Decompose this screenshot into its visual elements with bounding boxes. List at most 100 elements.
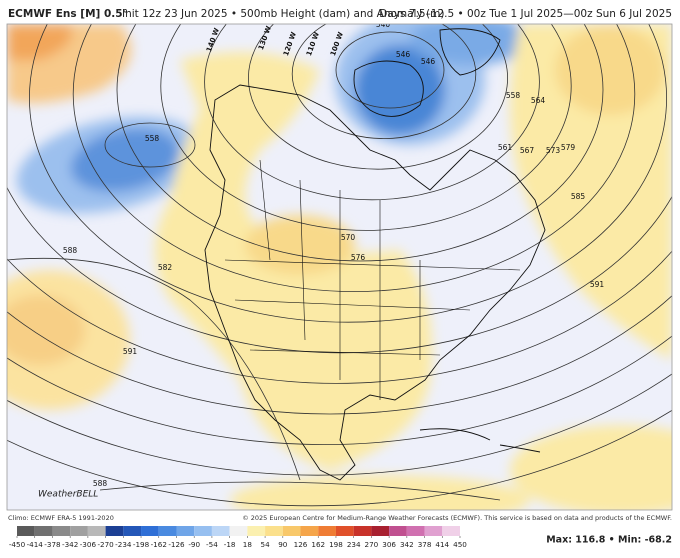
colorbar-segment bbox=[424, 526, 443, 536]
contour-line bbox=[72, 24, 636, 292]
colorbar-segment bbox=[371, 526, 390, 536]
contour-label: 582 bbox=[158, 263, 173, 272]
colorbar-tick-label: -414 bbox=[27, 540, 44, 549]
colorbar-tick-label: 342 bbox=[400, 540, 414, 549]
colorbar-segment bbox=[70, 526, 88, 536]
colorbar-segment bbox=[318, 526, 336, 536]
colorbar-tick-label: 54 bbox=[261, 540, 271, 549]
colorbar-segment bbox=[282, 526, 301, 536]
contour-label: 573 bbox=[546, 146, 561, 155]
colorbar-tick-label: 234 bbox=[347, 540, 361, 549]
colorbar-segment bbox=[105, 526, 124, 536]
credit: © 2025 European Centre for Medium-Range … bbox=[242, 514, 672, 522]
contour-line bbox=[7, 257, 301, 481]
contour-label: 585 bbox=[571, 192, 586, 201]
colorbar-tick-label: -54 bbox=[206, 540, 218, 549]
greenland bbox=[439, 28, 501, 76]
title: ECMWF Ens [M] 0.5° bbox=[8, 8, 128, 20]
colorbar-tick-label: -18 bbox=[224, 540, 236, 549]
contour-line bbox=[248, 24, 508, 170]
colorbar-segment bbox=[211, 526, 230, 536]
colorbar-segment bbox=[141, 526, 159, 536]
contour-line bbox=[160, 24, 572, 231]
colorbar-tick-label: 198 bbox=[329, 540, 343, 549]
contour-line bbox=[104, 122, 196, 168]
extremes: Max: 116.8 • Min: -68.2 bbox=[546, 535, 672, 546]
colorbar-segment bbox=[229, 526, 248, 536]
arctic-islands bbox=[353, 60, 424, 117]
contour-line bbox=[7, 250, 672, 384]
contour-line bbox=[99, 481, 501, 501]
map-frame bbox=[6, 23, 673, 511]
contour-label: 570 bbox=[341, 233, 356, 242]
anomaly-positive bbox=[510, 425, 672, 510]
colorbar-tick-label: -306 bbox=[80, 540, 97, 549]
climo-note: Climo: ECMWF ERA-5 1991-2020 bbox=[8, 514, 114, 522]
colorbar-segment bbox=[34, 526, 53, 536]
colorbar-segment bbox=[389, 526, 407, 536]
valid-time: Days 7.5–12.5 • 00z Tue 1 Jul 2025—00z S… bbox=[379, 8, 672, 20]
colorbar: -450 -414 -378 -342 -306 -270 -234 -198 -162 -126… bbox=[9, 526, 467, 549]
contour-line bbox=[7, 186, 672, 354]
anomaly-positive bbox=[245, 215, 355, 275]
colorbar-tick-label: 162 bbox=[311, 540, 325, 549]
colorbar-tick-label: -126 bbox=[168, 540, 185, 549]
continent-outline bbox=[204, 84, 546, 481]
colorbar-segment bbox=[353, 526, 372, 536]
colorbar-tick-label: 18 bbox=[243, 540, 253, 549]
colorbar-tick-label: -342 bbox=[62, 540, 78, 549]
colorbar-tick-label: -162 bbox=[151, 540, 167, 549]
coastlines bbox=[204, 28, 546, 481]
contour-line bbox=[116, 24, 604, 262]
contour-line bbox=[7, 295, 672, 415]
colorbar-segment bbox=[265, 526, 283, 536]
contour-label: 546 bbox=[421, 57, 436, 66]
contour-label: 564 bbox=[531, 96, 546, 105]
anomaly-positive bbox=[555, 25, 665, 115]
colorbar-segment bbox=[123, 526, 142, 536]
contour-label: 567 bbox=[520, 146, 535, 155]
colorbar-tick-label: 378 bbox=[418, 540, 432, 549]
contour-label: 591 bbox=[590, 280, 605, 289]
colorbar-tick-label: 306 bbox=[382, 540, 396, 549]
colorbar-segment bbox=[52, 526, 71, 536]
logo: WeatherBELL bbox=[38, 490, 98, 500]
contour-label: 576 bbox=[351, 253, 366, 262]
contour-label: 558 bbox=[145, 134, 160, 143]
borders bbox=[224, 159, 521, 400]
colorbar-tick-label: 270 bbox=[365, 540, 379, 549]
anomaly-negative bbox=[355, 45, 445, 135]
contour-label: 588 bbox=[93, 479, 108, 488]
contour-line bbox=[7, 335, 672, 445]
contour-line bbox=[335, 31, 445, 109]
contour-label: 558 bbox=[506, 91, 521, 100]
colorbar-tick-label: -198 bbox=[133, 540, 150, 549]
colorbar-segment bbox=[300, 526, 319, 536]
colorbar-segment bbox=[442, 526, 460, 536]
colorbar-segment bbox=[406, 526, 425, 536]
colorbar-tick-label: 414 bbox=[435, 540, 449, 549]
colorbar-segment bbox=[335, 526, 354, 536]
height-contours bbox=[7, 24, 672, 507]
subtitle: Init 12z 23 Jun 2025 • 500mb Height (dam… bbox=[122, 8, 444, 20]
anomaly-shading bbox=[7, 24, 672, 510]
colorbar-segment bbox=[17, 526, 35, 536]
contour-label: 561 bbox=[498, 143, 513, 152]
colorbar-tick-label: 126 bbox=[294, 540, 308, 549]
colorbar-segment bbox=[194, 526, 212, 536]
contour-label: 591 bbox=[123, 347, 138, 356]
contour-label: 579 bbox=[561, 143, 576, 152]
contour-label: 540 bbox=[376, 20, 391, 29]
contour-line bbox=[204, 24, 540, 201]
colorbar-tick-label: -90 bbox=[188, 540, 200, 549]
colorbar-segment bbox=[176, 526, 195, 536]
caribbean bbox=[419, 428, 541, 453]
colorbar-segment bbox=[247, 526, 266, 536]
colorbar-tick-label: 90 bbox=[278, 540, 288, 549]
colorbar-tick-label: -234 bbox=[115, 540, 132, 549]
contour-line bbox=[7, 409, 672, 507]
contour-label: 588 bbox=[63, 246, 78, 255]
anomaly-positive bbox=[230, 475, 530, 510]
